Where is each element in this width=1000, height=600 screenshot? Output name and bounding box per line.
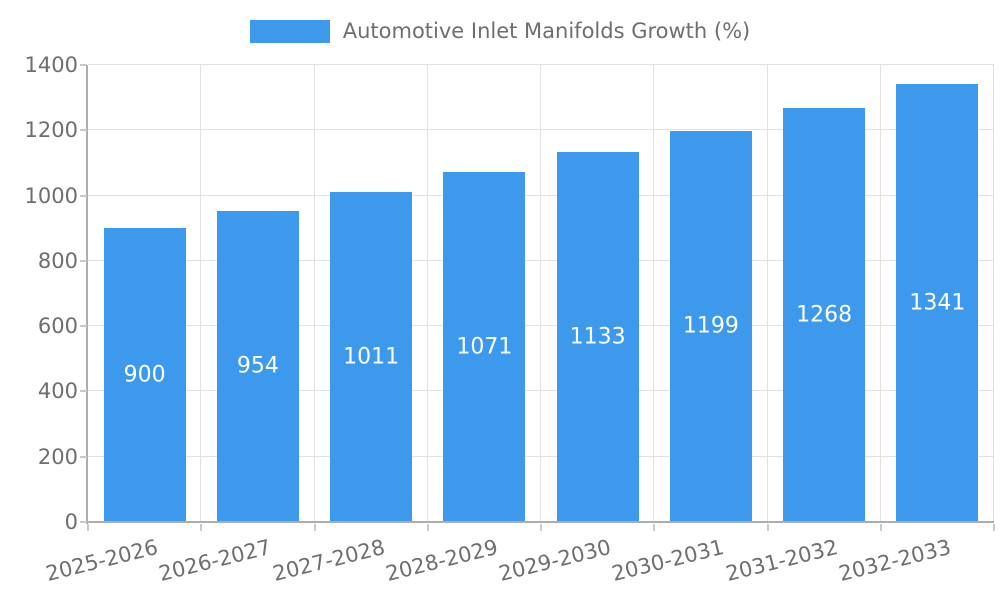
gridline-vertical (766, 65, 768, 522)
x-axis-tick-mark (313, 524, 316, 531)
y-axis-line (86, 65, 88, 524)
x-axis-tick-mark (766, 524, 769, 531)
gridline-vertical (200, 65, 202, 522)
y-axis-tick-label: 1000 (24, 183, 78, 208)
gridline-horizontal (88, 390, 994, 392)
bar-value-label: 1071 (456, 334, 513, 360)
y-axis-tick-label: 600 (37, 314, 78, 339)
bar-value-label: 954 (236, 353, 279, 379)
x-axis-label: 2027-2028 (270, 535, 387, 586)
y-axis-tick-mark (80, 129, 87, 132)
x-axis-label: 2025-2026 (43, 535, 161, 586)
y-axis-tick-label: 1200 (24, 118, 78, 143)
bar[interactable] (443, 172, 526, 522)
bar-value-label: 1199 (682, 313, 739, 339)
y-axis-tick-label: 400 (37, 379, 78, 404)
y-axis-tick-label: 0 (64, 510, 78, 534)
bar[interactable] (103, 228, 186, 522)
legend[interactable]: Automotive Inlet Manifolds Growth (%) (0, 20, 1000, 43)
x-axis-tick-mark (200, 524, 203, 531)
x-axis-label: 2032-2033 (836, 535, 954, 586)
gridline-vertical (993, 65, 994, 522)
gridline-vertical (426, 65, 428, 522)
gridline-vertical (540, 65, 541, 522)
x-axis-tick-mark (993, 524, 995, 531)
legend-swatch (249, 20, 330, 43)
gridline-horizontal (88, 259, 994, 261)
y-axis-tick-label: 200 (37, 444, 78, 469)
x-axis-label: 2026-2027 (156, 535, 274, 586)
y-axis-tick-mark (80, 390, 87, 393)
gridline-vertical (879, 65, 881, 522)
bar-value-label: 900 (123, 362, 166, 388)
x-axis-line (86, 521, 994, 523)
x-axis-label: 2031-2032 (723, 535, 840, 586)
y-axis-tick-mark (80, 455, 87, 458)
x-axis-tick-mark (87, 524, 89, 531)
y-axis-tick-mark (80, 521, 87, 523)
y-axis-tick-label: 1400 (24, 53, 78, 77)
x-axis-tick-mark (653, 524, 656, 531)
x-axis-label: 2028-2029 (383, 535, 501, 586)
y-axis-tick-mark (80, 64, 87, 66)
y-axis-tick-mark (80, 325, 87, 328)
y-axis-tick-mark (80, 259, 87, 262)
bar-value-label: 1133 (569, 324, 626, 350)
bar[interactable] (330, 191, 413, 522)
legend-label: Automotive Inlet Manifolds Growth (%) (342, 19, 751, 43)
gridline-vertical (653, 65, 655, 522)
bar-value-label: 1341 (909, 290, 966, 316)
bar[interactable] (216, 210, 299, 522)
y-axis-tick-mark (80, 194, 87, 197)
gridline-horizontal (88, 325, 994, 327)
bar[interactable] (783, 108, 866, 522)
x-axis-tick-mark (426, 524, 429, 531)
plot-area: 900 954 1011 1071 1133 1199 1268 1341 (88, 64, 994, 522)
bar[interactable] (556, 152, 639, 522)
bar[interactable] (669, 130, 752, 522)
gridline-horizontal (88, 129, 994, 131)
bar-value-label: 1011 (343, 344, 400, 370)
gridline-vertical (313, 65, 315, 522)
x-axis-label: 2029-2030 (496, 535, 614, 586)
gridline-horizontal (88, 64, 994, 65)
bar-value-label: 1268 (796, 302, 853, 328)
gridline-horizontal (88, 455, 994, 457)
x-axis-label: 2030-2031 (609, 535, 727, 586)
gridline-horizontal (88, 194, 994, 196)
bar[interactable] (896, 84, 979, 522)
x-axis-tick-mark (879, 524, 882, 531)
x-axis-tick-mark (540, 524, 542, 531)
y-axis-tick-label: 800 (37, 248, 78, 273)
